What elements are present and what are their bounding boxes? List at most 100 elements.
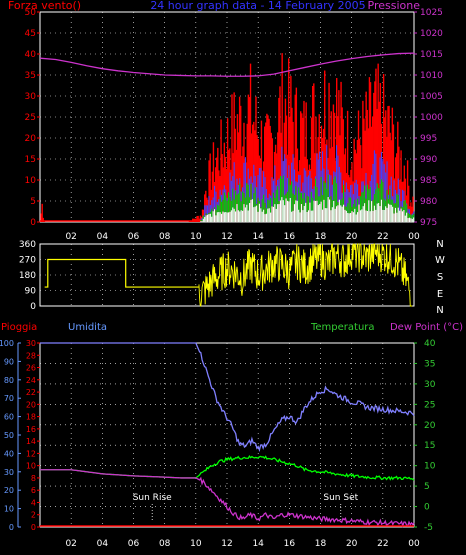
temp-tick-label: 0: [424, 503, 430, 513]
pressure-axis-label: Pressione: [368, 0, 421, 12]
temp-tick-label: 5: [424, 482, 430, 492]
humidity-tick-label: 20: [4, 486, 14, 495]
pressure-tick-label: 1005: [420, 92, 443, 102]
pressure-tick-label: 990: [420, 155, 437, 165]
chart-title: 24 hour graph data - 14 February 2005: [150, 0, 365, 12]
humidity-line: [40, 342, 415, 453]
x-tick-label: 20: [346, 539, 358, 549]
rain-tick-label: 0: [31, 523, 36, 532]
compass-label: E: [437, 289, 443, 300]
humidity-tick-label: 0: [9, 523, 14, 532]
weather-panel: -505101520253035400102030405060708090100…: [0, 339, 436, 549]
wind-layer-2: [199, 197, 415, 222]
x-tick-label: 14: [252, 539, 264, 549]
wind-pressure-panel: 0510152025303540455097598098599099510001…: [25, 8, 444, 242]
humidity-tick-label: 10: [4, 505, 14, 514]
x-tick-label: 16: [284, 232, 296, 242]
direction-line: [44, 258, 199, 288]
rain-tick-label: 28: [26, 351, 36, 360]
wind-tick-label: 40: [25, 50, 37, 60]
direction-series: [44, 243, 413, 307]
direction-tick-label: 360: [19, 240, 36, 250]
x-tick-label: 12: [221, 539, 232, 549]
rain-tick-label: 22: [26, 388, 36, 397]
rain-tick-label: 26: [26, 364, 36, 373]
wind-tick-label: 25: [25, 113, 36, 123]
humidity-tick-label: 30: [4, 468, 14, 477]
x-tick-label: 00: [408, 539, 420, 549]
pressure-tick-label: 1000: [420, 113, 443, 123]
rain-tick-label: 8: [31, 474, 36, 483]
humidity-tick-label: 40: [4, 449, 14, 458]
temp-tick-label: 40: [424, 339, 436, 349]
pressure-tick-label: 985: [420, 176, 437, 186]
pressure-tick-label: 1015: [420, 50, 443, 60]
humidity-tick-label: 50: [4, 431, 14, 440]
humidity-axis-label: Umidita: [68, 322, 107, 333]
wind-tick-label: 0: [30, 218, 36, 228]
temp-tick-label: 10: [424, 462, 436, 472]
temperature-axis-label: Temperatura: [310, 322, 375, 333]
wind-axis-label: Forza vento(): [8, 0, 81, 12]
pressure-tick-label: 980: [420, 197, 437, 207]
rain-tick-label: 16: [26, 425, 36, 434]
x-tick-label: 08: [159, 539, 171, 549]
wind-tick-label: 45: [25, 29, 36, 39]
compass-label: N: [436, 305, 443, 316]
rain-axis-label: Pioggia: [1, 322, 37, 333]
humidity-tick-label: 70: [4, 394, 14, 403]
temp-tick-label: 15: [424, 441, 435, 451]
pressure-tick-label: 975: [420, 218, 437, 228]
x-tick-label: 02: [65, 232, 76, 242]
wind-tick-label: 50: [25, 8, 37, 18]
x-tick-label: 22: [377, 232, 388, 242]
dewpoint-axis-label: Dew Point (°C): [390, 322, 463, 333]
rain-tick-label: 20: [26, 400, 36, 409]
pressure-tick-label: 995: [420, 134, 437, 144]
x-tick-label: 12: [221, 232, 232, 242]
x-tick-label: 20: [346, 232, 358, 242]
humidity-tick-label: 80: [4, 376, 14, 385]
temp-tick-label: 25: [424, 400, 435, 410]
x-tick-label: 18: [315, 539, 327, 549]
temp-tick-label: 30: [424, 380, 436, 390]
humidity-tick-label: 90: [4, 357, 14, 366]
rain-tick-label: 18: [26, 413, 36, 422]
pressure-tick-label: 1025: [420, 8, 443, 18]
dewpoint-line: [40, 469, 415, 528]
rain-tick-label: 2: [31, 511, 36, 520]
rain-tick-label: 6: [31, 486, 36, 495]
direction-tick-label: 270: [19, 256, 36, 266]
pressure-line: [39, 52, 415, 77]
wind-tick-label: 10: [25, 176, 37, 186]
pressure-tick-label: 1010: [420, 71, 443, 81]
temp-tick-label: 20: [424, 421, 436, 431]
x-tick-label: 00: [408, 232, 420, 242]
rain-tick-label: 4: [31, 498, 36, 507]
rain-tick-label: 14: [26, 437, 36, 446]
x-tick-label: 10: [190, 232, 202, 242]
wind-tick-label: 30: [25, 92, 37, 102]
x-tick-label: 04: [97, 539, 109, 549]
x-tick-label: 06: [128, 539, 140, 549]
wind-tick-label: 5: [30, 197, 36, 207]
compass-label: W: [435, 255, 445, 266]
temp-tick-label: 35: [424, 359, 435, 369]
humidity-tick-label: 60: [4, 413, 14, 422]
x-tick-label: 14: [252, 232, 264, 242]
compass-label: S: [437, 272, 443, 283]
direction-noise: [198, 243, 413, 307]
x-tick-label: 06: [128, 232, 140, 242]
rain-tick-label: 30: [26, 339, 36, 348]
rain-tick-label: 12: [26, 449, 36, 458]
x-tick-label: 04: [97, 232, 109, 242]
rain-tick-label: 10: [26, 462, 36, 471]
x-tick-label: 08: [159, 232, 171, 242]
x-tick-label: 16: [284, 539, 296, 549]
wind-tick-label: 20: [25, 134, 37, 144]
x-tick-label: 10: [190, 539, 202, 549]
sunrise-label: Sun Rise: [133, 493, 172, 503]
x-tick-label: 02: [65, 539, 76, 549]
